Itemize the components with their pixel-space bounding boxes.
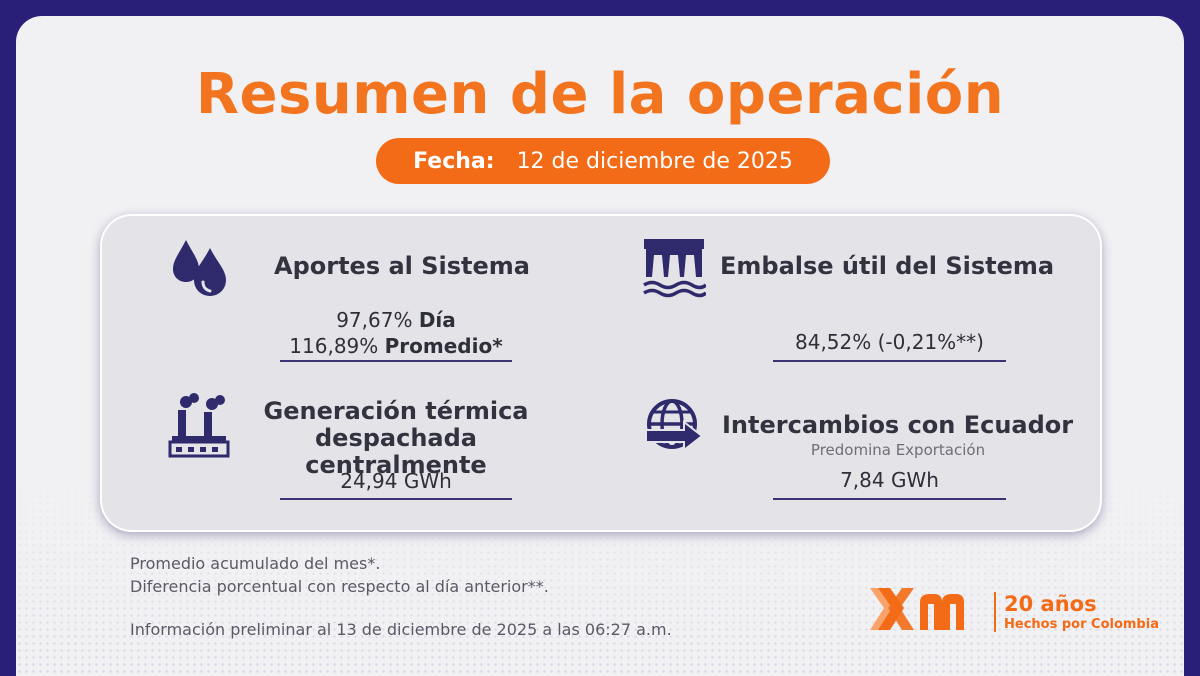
ecuador-title: Intercambios con Ecuador (722, 411, 1074, 439)
dam-icon (643, 239, 706, 298)
brand-slogan: Hechos por Colombia (1004, 617, 1159, 632)
termica-value: 24,94 GWh (340, 469, 452, 493)
aportes-underline (280, 360, 512, 362)
termica-underline (280, 498, 512, 500)
embalse-value: 84,52% (-0,21%**) (795, 330, 984, 354)
note-preliminar: Información preliminar al 13 de diciembr… (130, 620, 672, 639)
aportes-day-number: 97,67% (336, 308, 413, 332)
termica-title-line1: Generación térmica (263, 397, 529, 425)
ecuador-subtitle: Predomina Exportación (810, 441, 986, 459)
note-diferencia: Diferencia porcentual con respecto al dí… (130, 577, 549, 596)
aportes-day-value: 97,67% Día (280, 307, 512, 333)
aportes-title: Aportes al Sistema (274, 252, 530, 280)
aportes-avg-value: 116,89% Promedio* (280, 333, 512, 359)
date-value: 12 de diciembre de 2025 (516, 148, 793, 174)
termica-title-line2: despachada centralmente (305, 424, 487, 479)
factory-icon (168, 393, 230, 458)
logo-divider (994, 592, 996, 632)
aportes-day-label: Día (418, 308, 456, 332)
brand-years: 20 años (1004, 592, 1097, 616)
globe-exchange-icon (645, 399, 704, 453)
ecuador-value: 7,84 GWh (840, 468, 939, 492)
summary-panel (100, 214, 1102, 532)
termica-title: Generación térmica despachada centralmen… (236, 398, 556, 479)
note-promedio: Promedio acumulado del mes*. (130, 554, 381, 573)
xm-logo-icon (870, 588, 964, 630)
footnotes: Promedio acumulado del mes*. Diferencia … (130, 552, 549, 598)
date-pill: Fecha: 12 de diciembre de 2025 (376, 138, 830, 184)
embalse-title: Embalse útil del Sistema (720, 252, 1055, 280)
page-title: Resumen de la operación (195, 62, 1005, 127)
date-label: Fecha: (413, 148, 495, 174)
brand-tagline: 20 años Hechos por Colombia (1004, 592, 1159, 634)
embalse-underline (773, 360, 1006, 362)
aportes-avg-number: 116,89% (289, 334, 379, 358)
ecuador-underline (773, 498, 1006, 500)
aportes-avg-label: Promedio* (384, 334, 503, 358)
water-drops-icon (173, 240, 226, 296)
